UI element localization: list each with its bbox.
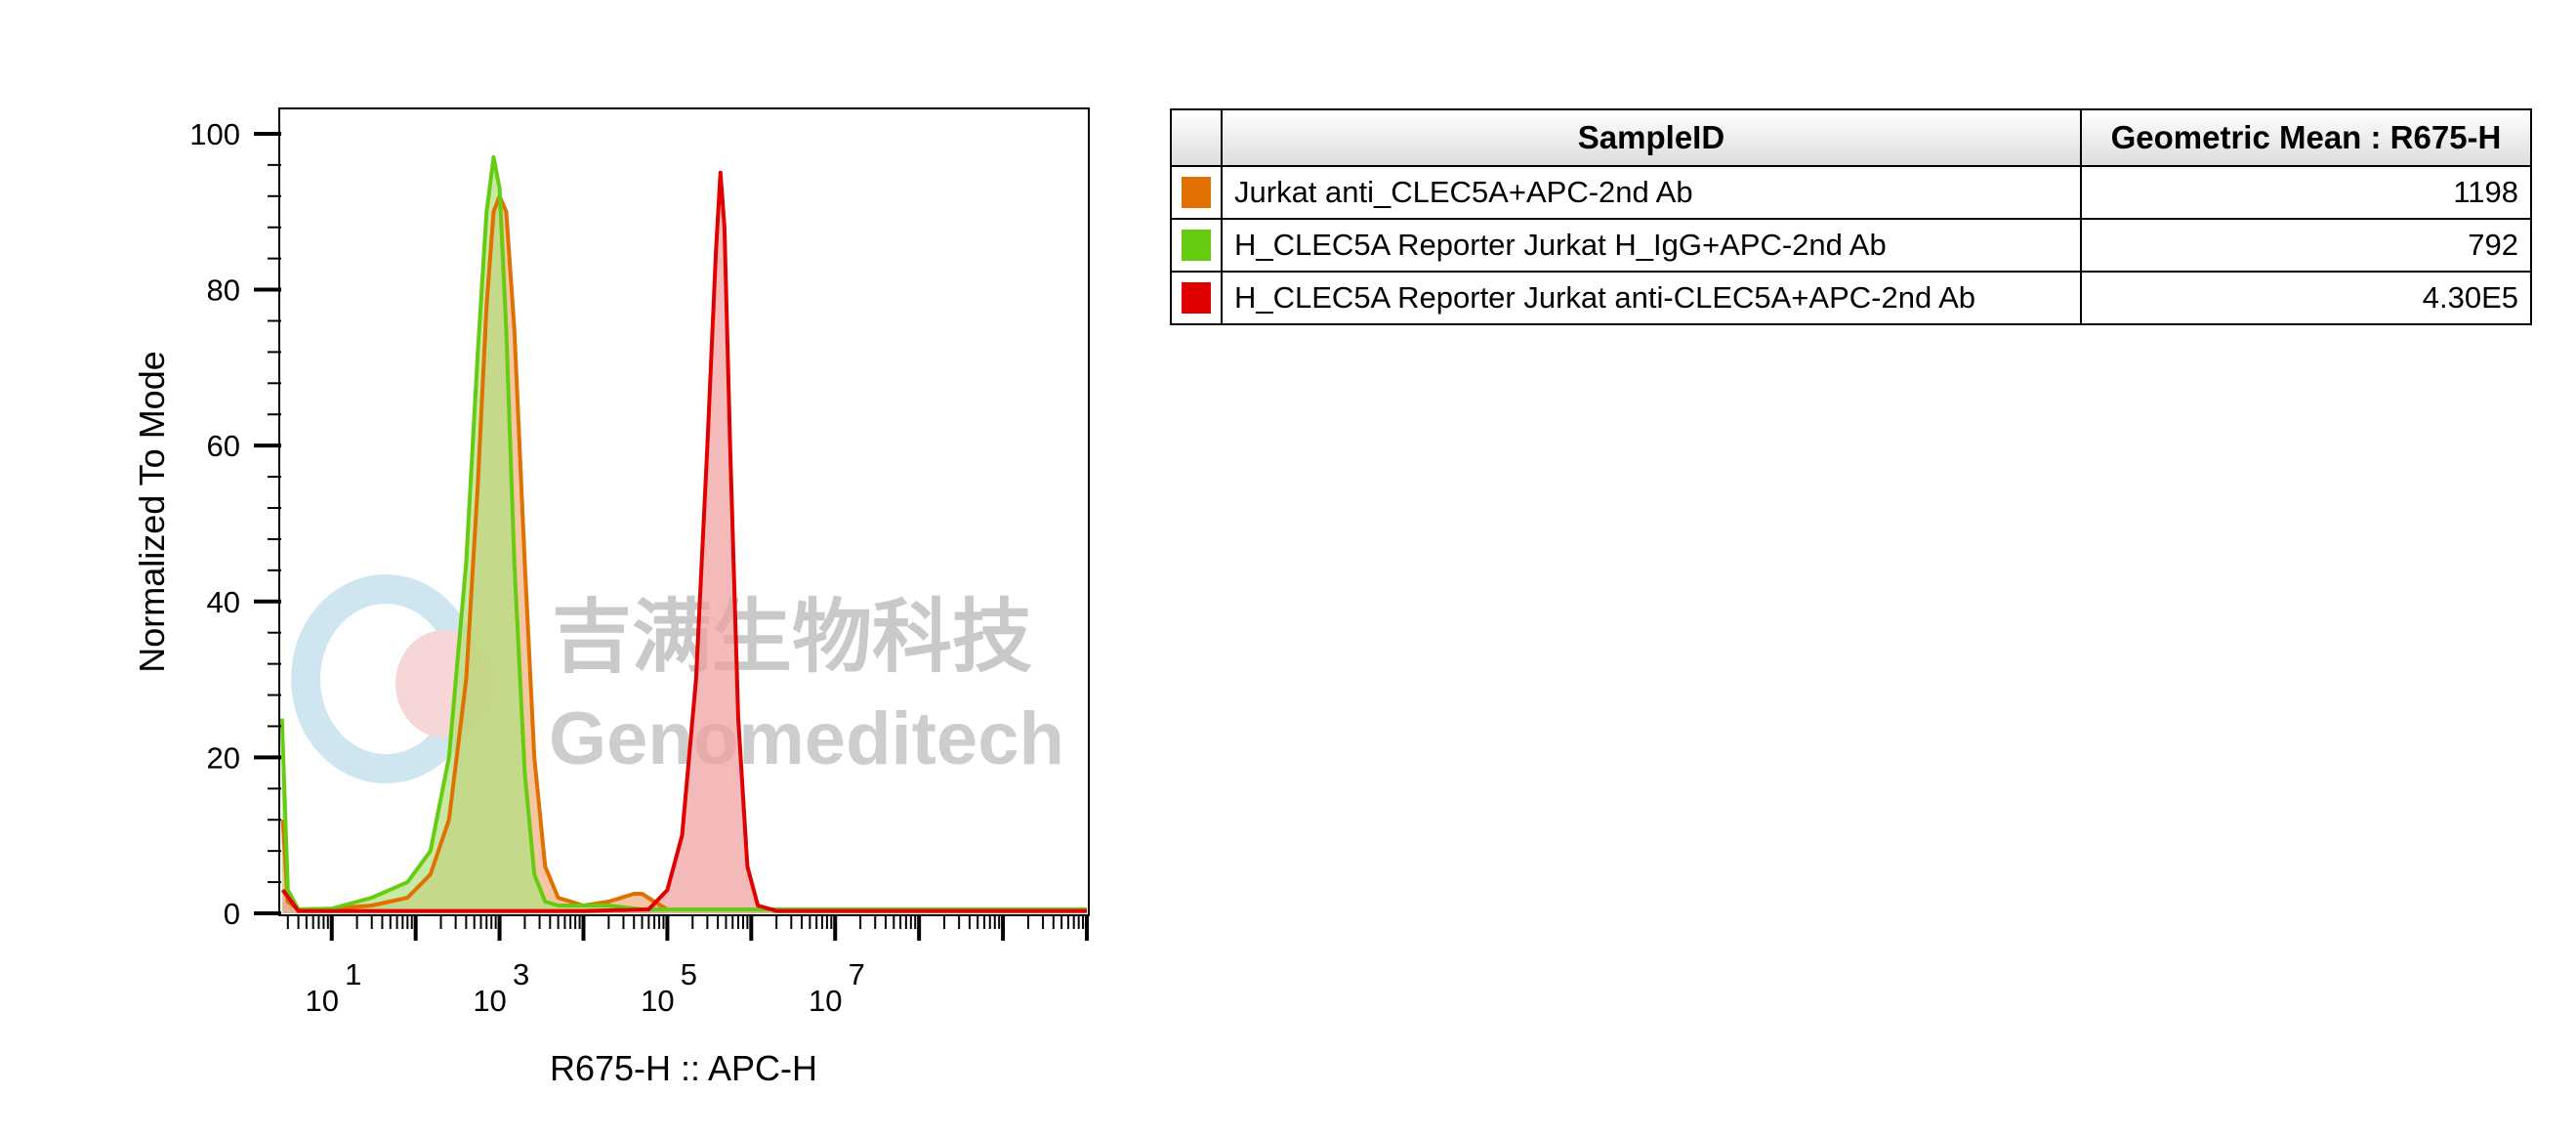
y-tick-label: 0 <box>224 897 240 931</box>
x-axis-title: R675-H :: APC-H <box>550 1048 817 1088</box>
plot-series-group <box>279 154 1087 914</box>
legend-swatch-red <box>1182 282 1211 314</box>
y-tick-label: 20 <box>207 740 240 775</box>
sample-name: Jurkat anti_CLEC5A+APC-2nd Ab <box>1221 165 2082 220</box>
table-header-row: SampleID Geometric Mean : R675-H <box>1170 108 2532 167</box>
header-sample-id: SampleID <box>1221 108 2082 167</box>
y-tick-label: 60 <box>207 429 240 463</box>
geometric-mean-value: 1198 <box>2080 165 2532 220</box>
watermark-en-text: Genomeditech <box>549 697 1064 780</box>
header-geometric-mean: Geometric Mean : R675-H <box>2080 108 2532 167</box>
series-3-line <box>280 170 1087 913</box>
sample-name: H_CLEC5A Reporter Jurkat H_IgG+APC-2nd A… <box>1221 218 2082 273</box>
x-tick-label-base: 10 <box>809 984 842 1018</box>
x-tick-label-base: 10 <box>473 984 506 1018</box>
plot-frame <box>278 107 1090 916</box>
x-tick-label-base: 10 <box>305 984 338 1018</box>
statistics-table: SampleID Geometric Mean : R675-H Jurkat … <box>1170 108 2532 325</box>
geometric-mean-value: 792 <box>2080 218 2532 273</box>
y-tick-label: 100 <box>189 117 240 151</box>
table-row: H_CLEC5A Reporter Jurkat anti-CLEC5A+APC… <box>1170 271 2532 325</box>
table-row: Jurkat anti_CLEC5A+APC-2nd Ab 1198 <box>1170 165 2532 220</box>
x-tick-label-exponent: 7 <box>849 957 865 991</box>
geometric-mean-value: 4.30E5 <box>2080 271 2532 325</box>
x-tick-label-exponent: 3 <box>513 957 529 991</box>
legend-swatch-green <box>1182 230 1211 261</box>
sample-name: H_CLEC5A Reporter Jurkat anti-CLEC5A+APC… <box>1221 271 2082 325</box>
series-2-line <box>279 154 1087 911</box>
table-row: H_CLEC5A Reporter Jurkat H_IgG+APC-2nd A… <box>1170 218 2532 273</box>
x-tick-label-exponent: 1 <box>345 957 361 991</box>
watermark-cn-text: 吉满生物科技 <box>552 591 1032 684</box>
x-tick-label-base: 10 <box>641 984 674 1018</box>
header-swatch-cell <box>1170 108 1223 167</box>
x-tick-label-exponent: 5 <box>681 957 697 991</box>
watermark: 吉满生物科技 Genomeditech <box>291 574 1064 783</box>
series-1-line <box>280 193 1087 911</box>
y-tick-label: 40 <box>207 585 240 619</box>
legend-swatch-orange <box>1182 177 1211 208</box>
y-axis-title: Normalized To Mode <box>132 351 172 672</box>
y-tick-label: 80 <box>207 274 240 308</box>
